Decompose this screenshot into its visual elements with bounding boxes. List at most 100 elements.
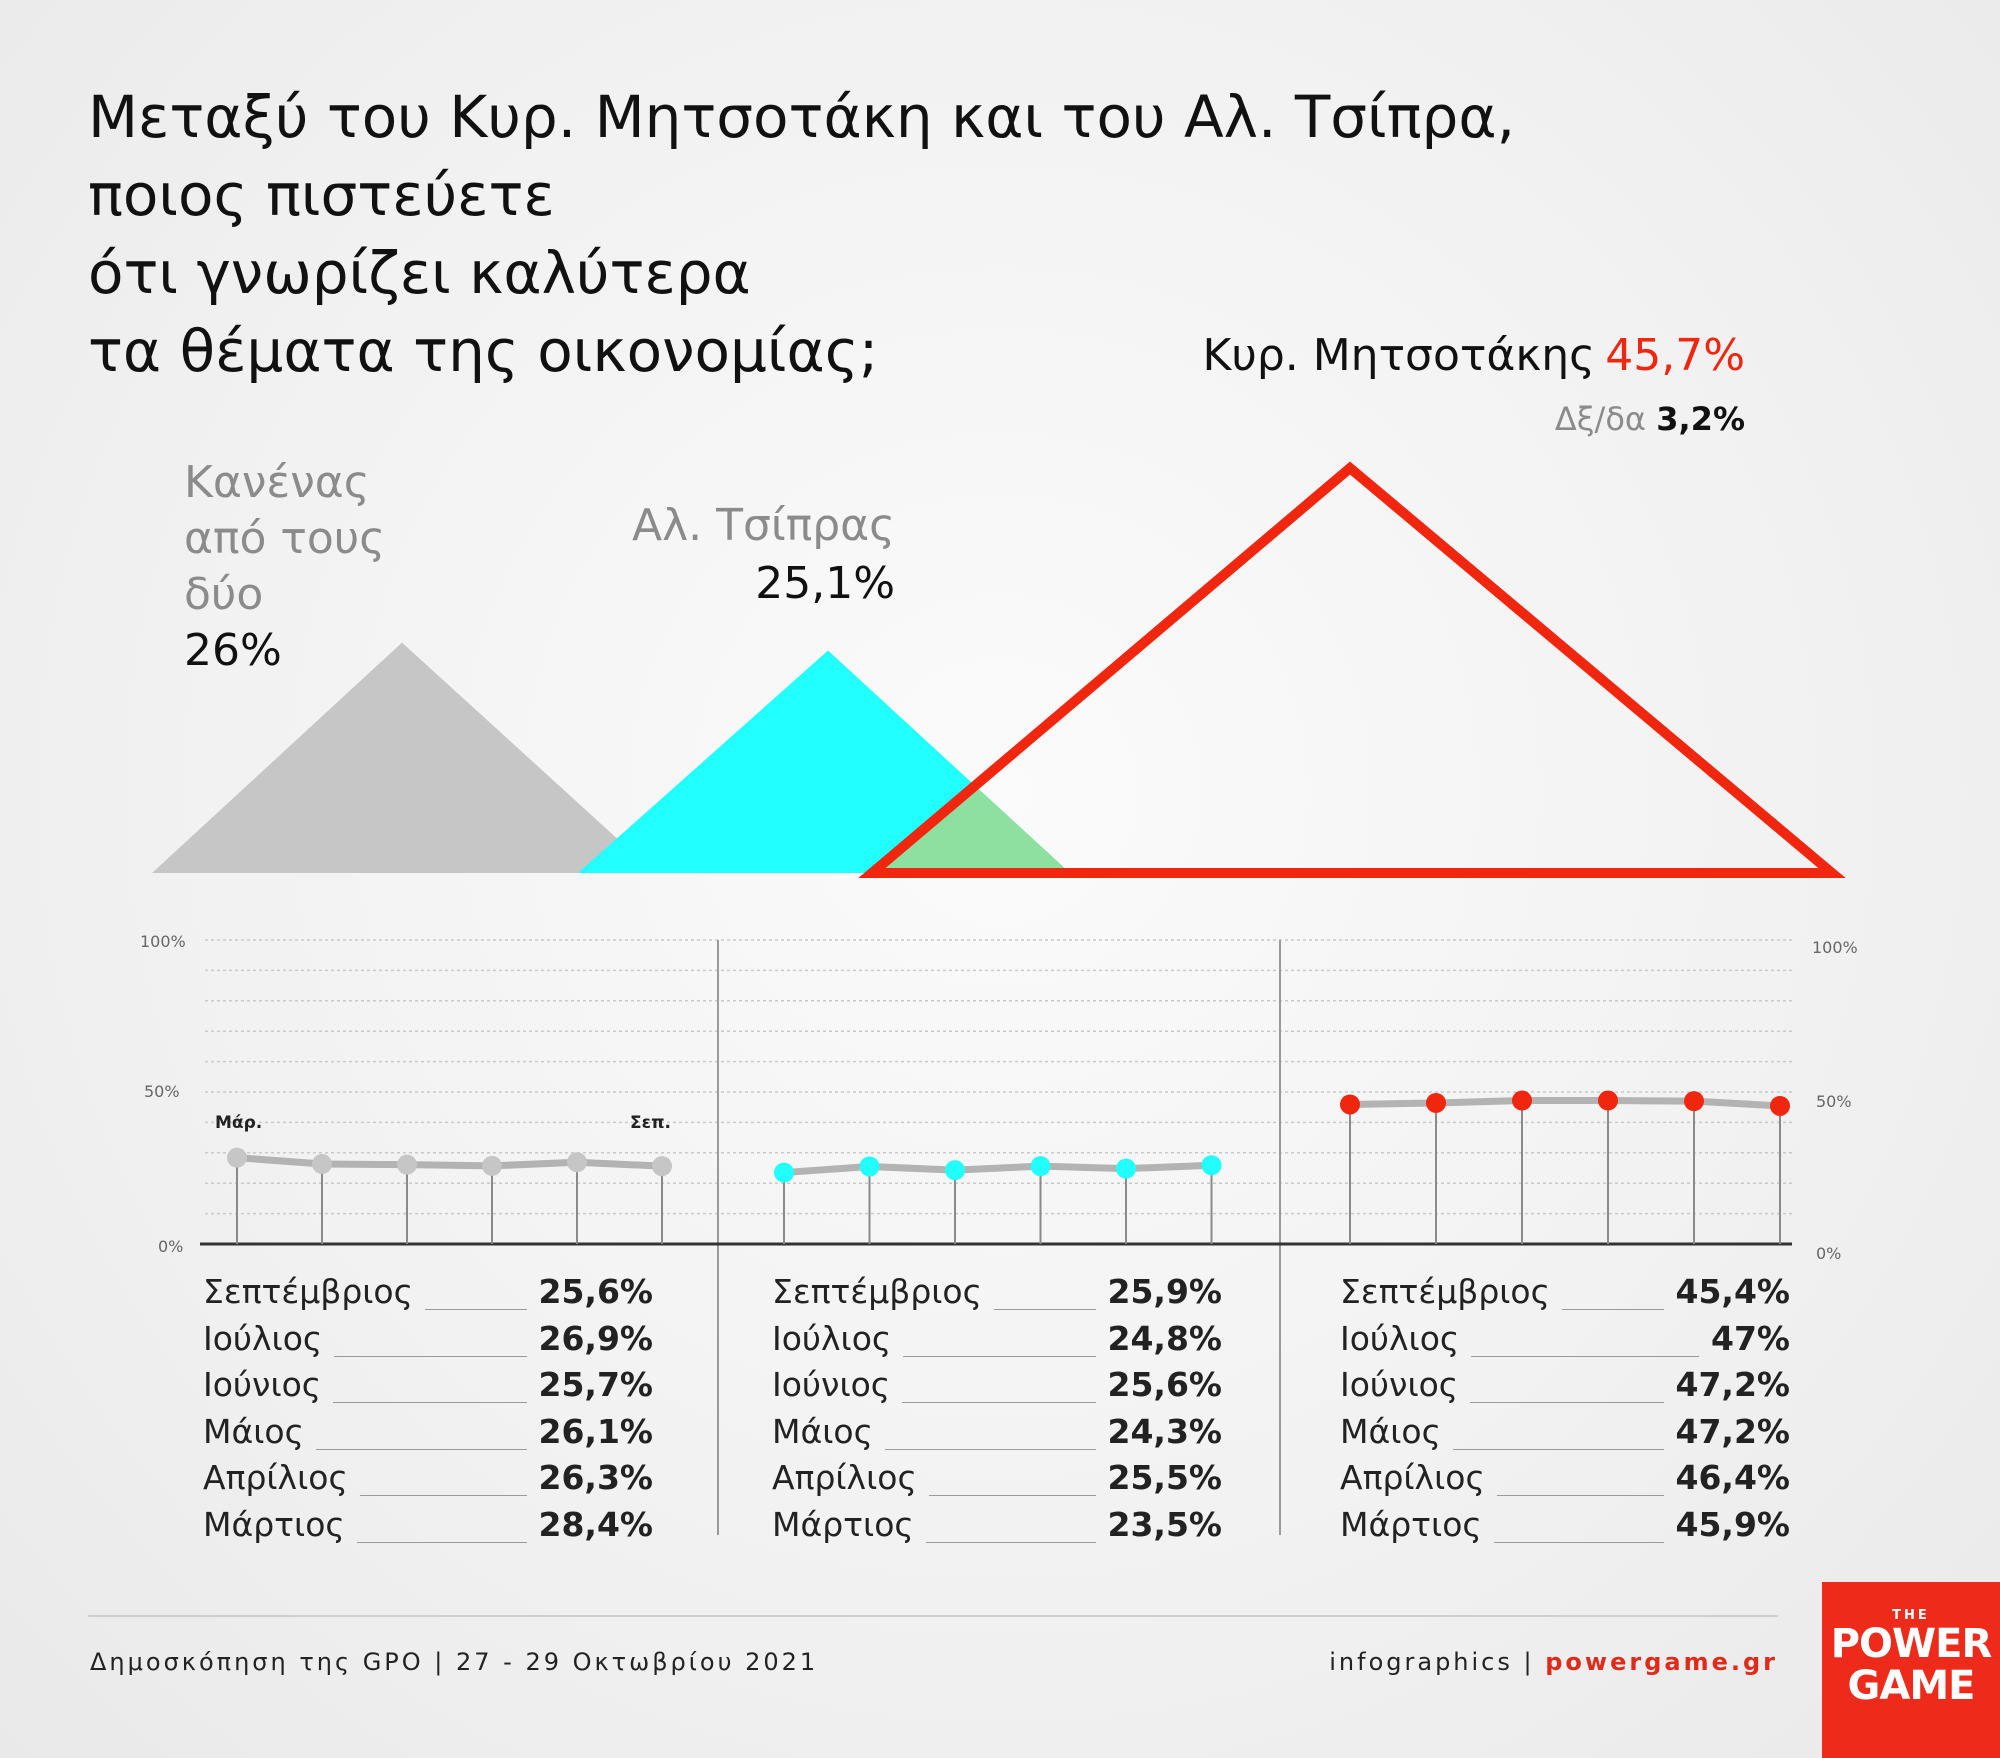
table-value: 26,1% xyxy=(538,1411,654,1451)
data-point xyxy=(567,1152,587,1173)
logo-power: POWER xyxy=(1830,1621,1993,1667)
table-row: Ιούλιος 47% xyxy=(1340,1319,1790,1365)
table-value: 24,3% xyxy=(1107,1411,1223,1451)
table-month: Απρίλιος xyxy=(203,1458,348,1497)
table-row: Μάρτιος 23,5% xyxy=(772,1505,1222,1551)
table-value: 47% xyxy=(1711,1318,1790,1358)
end-label: Σεπ. xyxy=(630,1113,671,1133)
data-point xyxy=(945,1160,965,1181)
value-none: 26% xyxy=(184,625,282,676)
table-month: Ιούλιος xyxy=(772,1318,892,1358)
footer-credit-text: infographics | xyxy=(1329,1648,1535,1676)
table-month: Μάιος xyxy=(203,1411,304,1451)
leader-line xyxy=(359,1495,527,1496)
table-row: Μάιος 47,2% xyxy=(1340,1412,1790,1458)
y-tick-right: 50% xyxy=(1816,1092,1852,1111)
label-none-line: από τους xyxy=(184,513,385,564)
label-none-line: δύο xyxy=(184,569,263,620)
data-point xyxy=(312,1154,332,1175)
data-point xyxy=(1512,1090,1532,1111)
data-point xyxy=(1030,1156,1051,1177)
data-point xyxy=(482,1155,502,1176)
table-row: Μάιος 24,3% xyxy=(772,1412,1222,1458)
table-month: Ιούλιος xyxy=(1340,1318,1460,1358)
table-row: Σεπτέμβριος 25,9% xyxy=(772,1272,1222,1318)
data-point xyxy=(1201,1155,1222,1176)
data-point xyxy=(1598,1090,1618,1111)
table-value: 45,9% xyxy=(1675,1504,1791,1544)
leader-line xyxy=(1470,1402,1664,1403)
chart-canvas: Κανένας από τους δύο 26% Αλ. Τσίπρας 25,… xyxy=(140,330,1858,1535)
data-point xyxy=(1684,1091,1704,1112)
y-tick-right: 100% xyxy=(1812,938,1858,957)
footer-credit: infographics | powergame.gr xyxy=(1329,1648,1778,1676)
label-dk: Δξ/δα xyxy=(1555,400,1646,438)
table-row: Ιούνιος 47,2% xyxy=(1340,1365,1790,1411)
table-month: Απρίλιος xyxy=(772,1458,917,1497)
y-tick-left: 100% xyxy=(140,932,186,951)
triangle-mitsotakis xyxy=(858,461,1846,878)
data-point xyxy=(859,1156,880,1177)
table-value: 25,6% xyxy=(1107,1365,1223,1404)
table-row: Μάρτιος 45,9% xyxy=(1340,1505,1790,1551)
table-row: Ιούλιος 26,9% xyxy=(203,1319,653,1365)
leader-line xyxy=(334,1355,527,1357)
table-value: 24,8% xyxy=(1107,1318,1223,1358)
data-point xyxy=(397,1154,417,1175)
label-tsipras: Αλ. Τσίπρας xyxy=(632,500,895,551)
leader-line xyxy=(356,1541,527,1543)
triangle-none xyxy=(152,642,655,873)
title-line: ποιος πιστεύετε xyxy=(88,161,555,229)
value-tsipras: 25,1% xyxy=(755,558,895,609)
data-point xyxy=(774,1162,794,1183)
table-value: 25,6% xyxy=(538,1272,654,1311)
series-line xyxy=(236,1154,663,1170)
footer-site-link[interactable]: powergame.gr xyxy=(1545,1648,1778,1676)
title-line: τα θέματα της οικονομίας; xyxy=(88,317,879,385)
triangle-overlap xyxy=(872,785,1070,873)
footer-divider xyxy=(88,1615,1778,1617)
table-month: Μάιος xyxy=(772,1411,873,1451)
table-month: Μάρτιος xyxy=(1340,1504,1482,1544)
leader-line xyxy=(425,1309,527,1310)
power-game-logo: THE POWER GAME xyxy=(1822,1582,2000,1758)
leader-line xyxy=(884,1448,1096,1450)
table-month: Μάρτιος xyxy=(772,1504,914,1544)
table-month: Σεπτέμβριος xyxy=(203,1272,413,1311)
table-month: Απρίλιος xyxy=(1340,1458,1485,1497)
table-value: 46,4% xyxy=(1675,1458,1791,1497)
table-row: Απρίλιος 46,4% xyxy=(1340,1458,1790,1504)
table-month: Ιούνιος xyxy=(772,1365,891,1404)
leader-line xyxy=(1562,1309,1664,1310)
start-label: Μάρ. xyxy=(215,1113,262,1133)
table-row: Απρίλιος 26,3% xyxy=(203,1458,653,1504)
table-value: 26,9% xyxy=(538,1318,654,1358)
data-point xyxy=(1340,1094,1360,1115)
line-series-group xyxy=(227,1090,1790,1244)
table-month: Μάρτιος xyxy=(203,1504,345,1544)
table-month: Σεπτέμβριος xyxy=(1340,1272,1550,1311)
table-month: Σεπτέμβριος xyxy=(772,1272,982,1311)
y-tick-left: 50% xyxy=(144,1082,180,1101)
table-month: Ιούλιος xyxy=(203,1318,323,1358)
table-month: Ιούνιος xyxy=(1340,1365,1459,1404)
table-row: Μάρτιος 28,4% xyxy=(203,1505,653,1551)
page-title: Μεταξύ του Κυρ. Μητσοτάκη και του Αλ. Τσ… xyxy=(88,78,1515,390)
data-point xyxy=(1116,1158,1136,1179)
logo-the: THE xyxy=(1892,1608,1930,1623)
table-value: 23,5% xyxy=(1107,1504,1223,1544)
title-line: Μεταξύ του Κυρ. Μητσοτάκη και του Αλ. Τσ… xyxy=(88,83,1516,151)
title-line: ότι γνωρίζει καλύτερα xyxy=(88,239,751,307)
data-point xyxy=(227,1147,247,1168)
table-month: Ιούνιος xyxy=(203,1365,322,1404)
table-value: 28,4% xyxy=(538,1504,654,1544)
table-row: Ιούνιος 25,6% xyxy=(772,1365,1222,1411)
table-value: 25,7% xyxy=(538,1365,654,1404)
table-row: Ιούλιος 24,8% xyxy=(772,1319,1222,1365)
table-month: Μάιος xyxy=(1340,1411,1441,1451)
data-point xyxy=(652,1156,672,1177)
table-row: Μάιος 26,1% xyxy=(203,1412,653,1458)
table-value: 47,2% xyxy=(1675,1365,1791,1404)
series-line xyxy=(1349,1097,1781,1110)
label-mitsotakis: Κυρ. Μητσοτάκης xyxy=(1203,330,1596,381)
